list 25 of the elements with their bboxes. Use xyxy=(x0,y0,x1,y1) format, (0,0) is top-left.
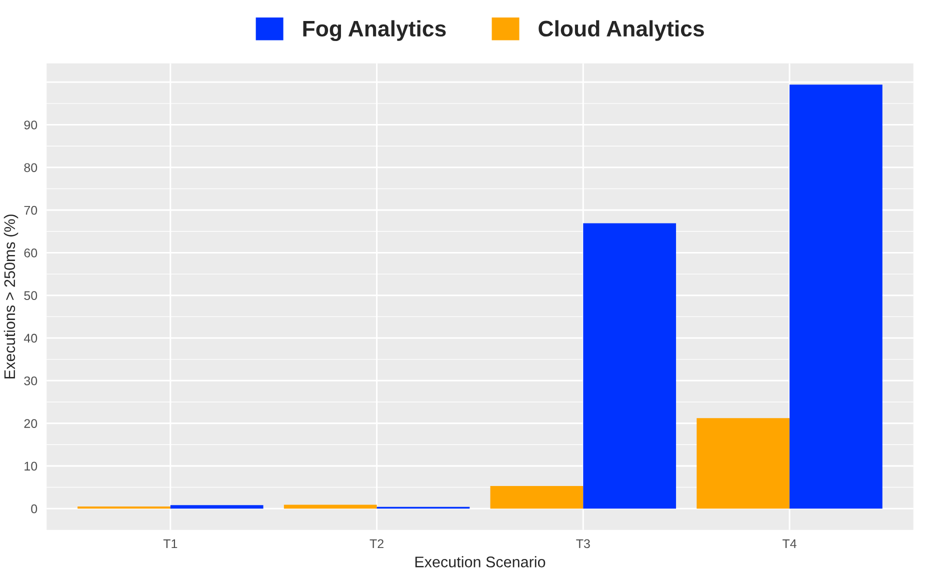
x-tick-label: T3 xyxy=(576,539,590,548)
bar xyxy=(78,506,170,509)
legend-label: Fog Analytics xyxy=(303,20,446,42)
x-axis-title: Execution Scenario xyxy=(415,556,546,568)
y-tick-label: 60 xyxy=(24,248,38,258)
y-tick-label: 70 xyxy=(24,206,38,215)
y-tick-label: 50 xyxy=(24,291,38,300)
y-tick-label: 30 xyxy=(24,376,38,386)
y-tick-label: 10 xyxy=(24,462,38,471)
legend-label: Cloud Analytics xyxy=(538,20,704,41)
y-tick-label: 40 xyxy=(24,334,38,343)
bar xyxy=(284,504,377,509)
x-tick-label: T4 xyxy=(782,539,796,548)
bar xyxy=(790,84,882,509)
x-tick-label: T2 xyxy=(370,539,384,548)
bar xyxy=(490,486,584,509)
y-tick-label: 0 xyxy=(31,504,38,514)
y-tick-label: 90 xyxy=(24,120,38,130)
bar xyxy=(170,505,264,509)
bar xyxy=(696,418,790,509)
y-tick-label: 80 xyxy=(24,163,38,172)
y-axis-title: Executions > 250ms (%) xyxy=(4,214,18,378)
y-tick-label: 20 xyxy=(24,419,38,428)
bar xyxy=(583,223,676,509)
x-tick-label: T1 xyxy=(163,539,178,548)
